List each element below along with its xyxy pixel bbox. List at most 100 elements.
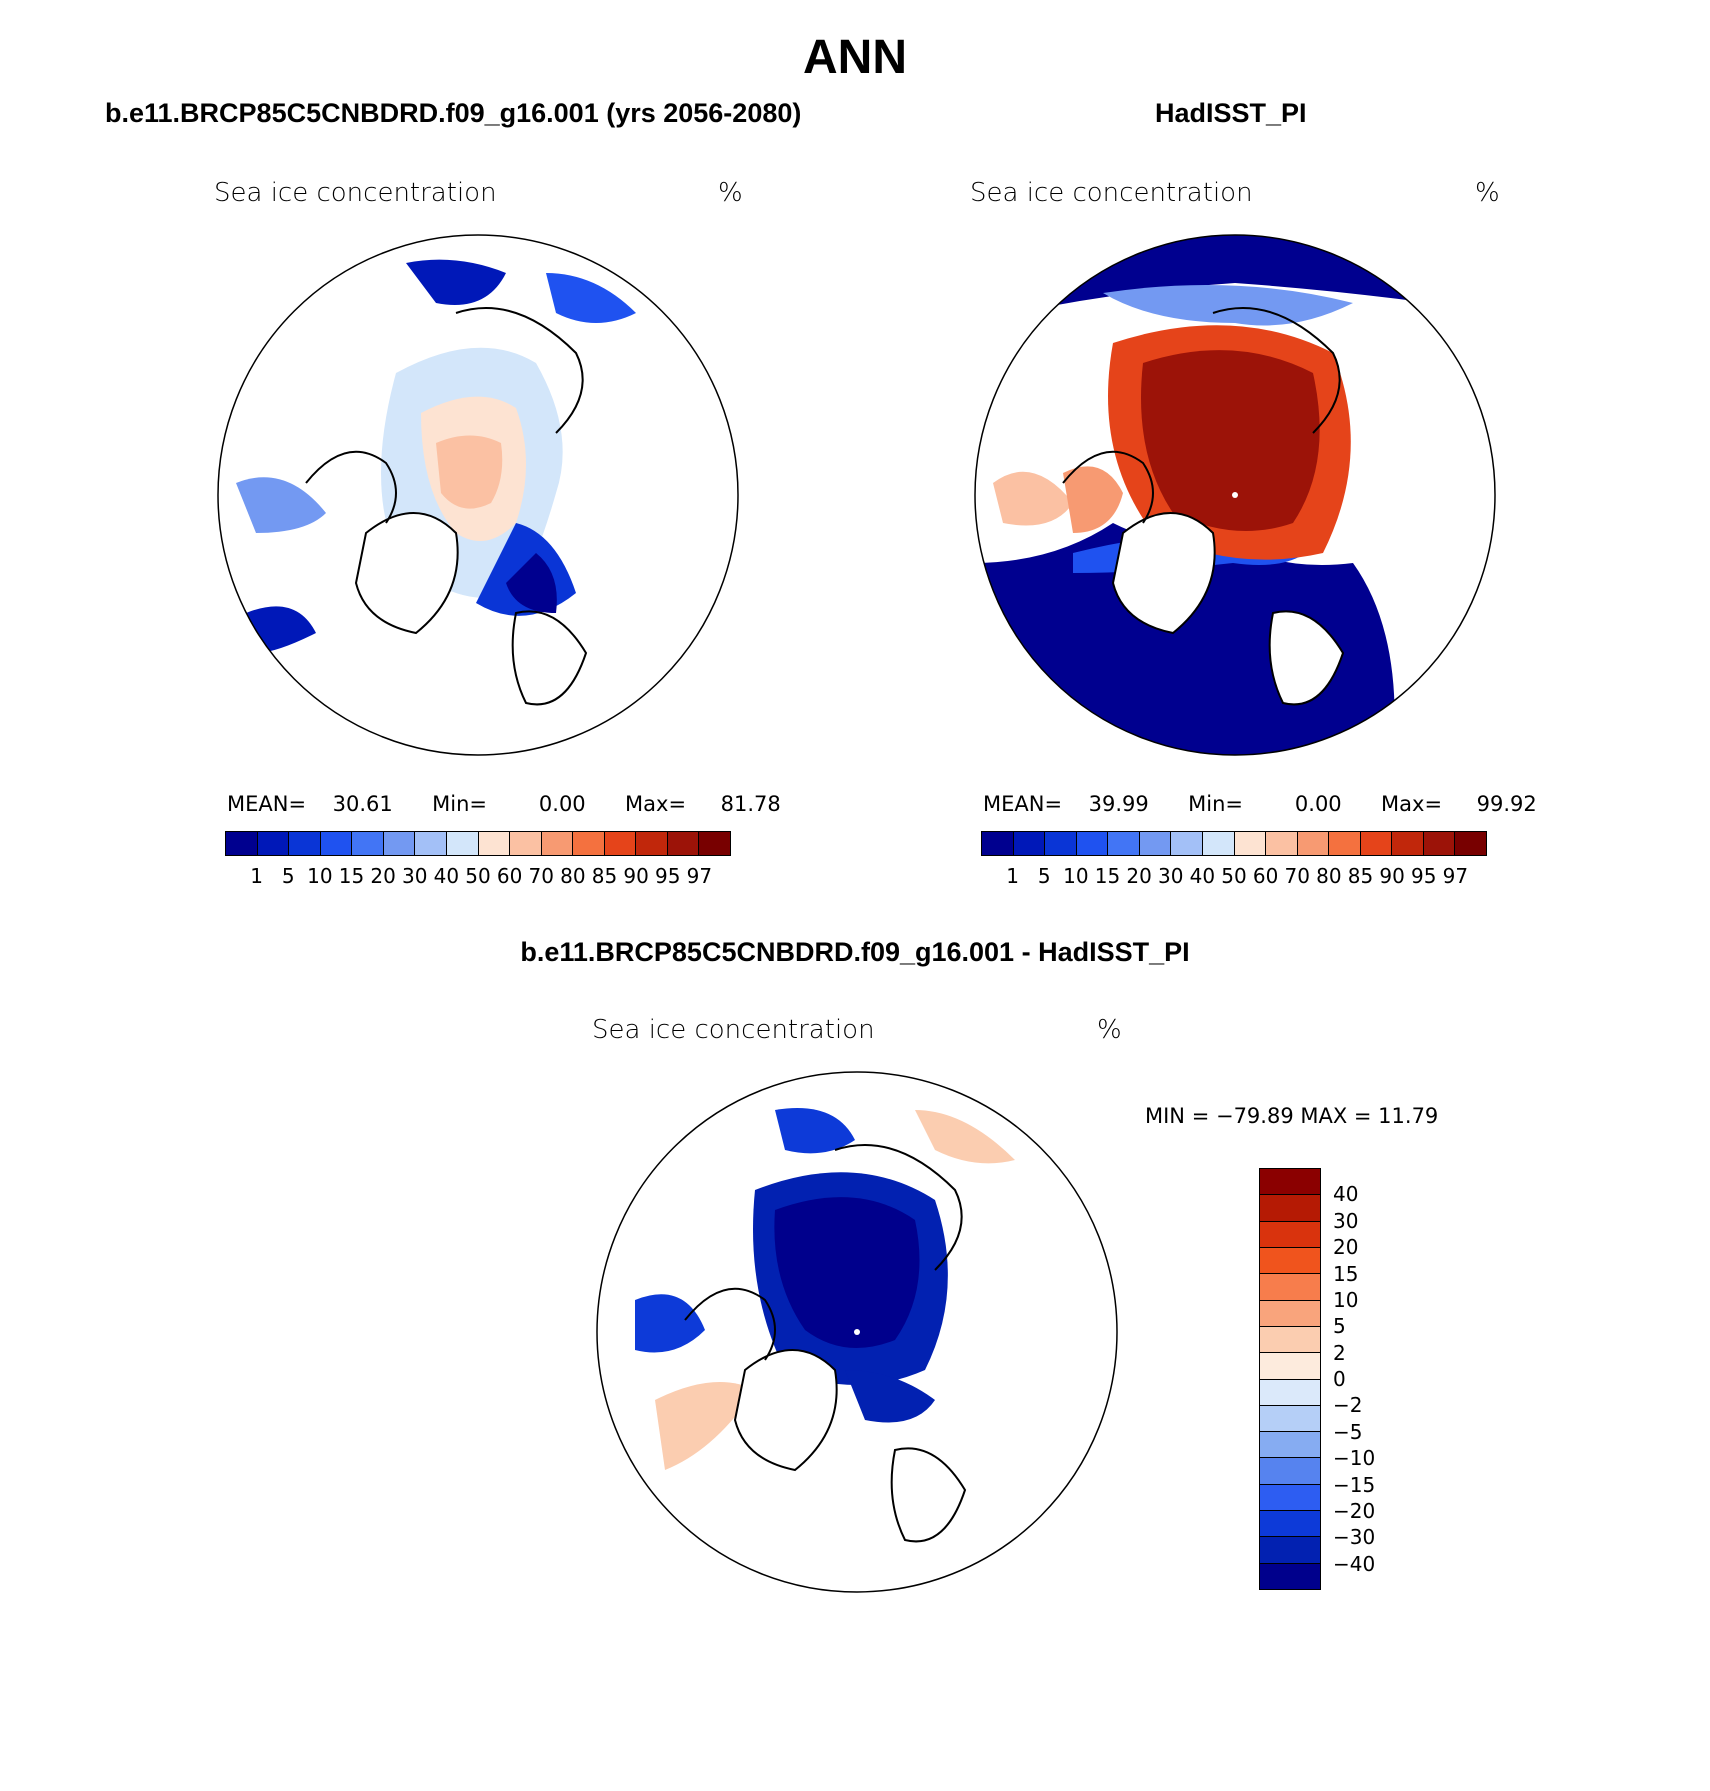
obs-max: 99.92 [1476,792,1537,816]
colorbar-swatch [446,832,479,855]
model-polar-map [217,234,739,756]
colorbar-tick-label: 10 [307,864,333,888]
diff-ice-okhotsk [915,1110,1015,1164]
model-max-label: Max= [625,792,687,816]
colorbar-tick-label: 15 [1333,1261,1359,1286]
colorbar-tick-label: 90 [1379,864,1405,888]
obs-subtitle: HadISST_PI [1155,98,1307,128]
diff-subtitle: b.e11.BRCP85C5CNBDRD.f09_g16.001 - HadIS… [520,937,1190,967]
obs-min: 0.00 [1294,792,1342,816]
diff-coast-canada [684,1287,776,1361]
colorbar-swatch [1013,832,1046,855]
colorbar-tick-label: −2 [1333,1393,1363,1418]
diff-ice-core [774,1197,920,1348]
colorbar-tick-label: 20 [1333,1235,1359,1260]
colorbar-tick-label: −10 [1333,1446,1376,1471]
colorbar-swatch [383,832,416,855]
colorbar-tick-label: 40 [433,864,460,888]
colorbar-swatch [510,832,542,855]
colorbar-swatch [1260,1379,1320,1406]
diff-ice-labrador [655,1382,755,1470]
colorbar-swatch [1260,1195,1320,1222]
obs-colorbar [981,831,1487,856]
colorbar-tick-label: 40 [1189,864,1216,888]
colorbar-swatch [1260,1563,1320,1589]
colorbar-swatch [257,832,290,855]
colorbar-tick-label: −30 [1333,1525,1376,1550]
colorbar-swatch [636,832,668,855]
obs-scandinavia [1268,610,1345,706]
colorbar-tick-label: 15 [1094,864,1121,888]
obs-coast-canada [1062,450,1154,524]
diff-polar-map [596,1071,1118,1593]
colorbar-tick-label: 50 [465,864,491,888]
diff-scandinavia [890,1447,967,1543]
obs-max-label: Max= [1381,792,1443,816]
diff-ice-hudson [635,1294,705,1353]
colorbar-tick-label: 95 [655,864,681,888]
colorbar-tick-label: 60 [1252,864,1279,888]
colorbar-tick-label: 30 [1333,1208,1359,1233]
colorbar-swatch [667,832,700,855]
colorbar-swatch [1329,832,1361,855]
model-ice-baffin [236,477,326,533]
colorbar-tick-label: 20 [1126,864,1152,888]
colorbar-swatch [478,832,511,855]
colorbar-swatch [541,832,574,855]
colorbar-swatch [573,832,605,855]
colorbar-tick-label: −20 [1333,1498,1376,1523]
obs-coast-siberia [1212,307,1341,434]
model-ice-east-edge [506,553,557,613]
model-mean: 30.61 [332,792,393,816]
colorbar-tick-label: 85 [591,864,618,888]
colorbar-swatch [226,832,258,855]
colorbar-swatch [1260,1169,1320,1196]
colorbar-tick-label: 97 [1442,864,1469,888]
colorbar-swatch [604,832,637,855]
colorbar-swatch [1260,1511,1320,1538]
obs-mean-label: MEAN= [983,792,1063,816]
model-stats: MEAN= 30.61 Min= 0.00 Max= 81.78 [227,792,781,816]
colorbar-swatch [1423,832,1456,855]
colorbar-tick-label: 5 [281,864,295,888]
diff-coast-siberia [834,1144,963,1271]
colorbar-swatch [415,832,447,855]
colorbar-swatch [1260,1432,1320,1459]
colorbar-swatch [1266,832,1298,855]
model-min-label: Min= [432,792,487,816]
colorbar-tick-label: 0 [1333,1367,1346,1391]
colorbar-tick-label: 30 [1158,864,1184,888]
model-units-label: % [718,178,743,208]
colorbar-swatch [1260,1484,1320,1512]
diff-ice-east-margin [845,1370,935,1423]
colorbar-swatch [1076,832,1109,855]
colorbar-swatch [352,832,384,855]
colorbar-swatch [1455,832,1486,855]
colorbar-tick-label: 1 [250,864,263,888]
obs-ice-baffin [1063,466,1123,533]
diff-stats: MIN = −79.89 MAX = 11.79 [1145,1104,1439,1128]
colorbar-tick-label: 95 [1411,864,1437,888]
colorbar-swatch [1260,1537,1320,1564]
colorbar-tick-label: −40 [1333,1551,1376,1576]
colorbar-swatch [1392,832,1424,855]
colorbar-tick-label: 10 [1063,864,1089,888]
colorbar-tick-label: 20 [370,864,396,888]
model-min: 0.00 [538,792,586,816]
obs-ice-margin-pacific [1103,285,1353,326]
model-greenland [354,512,459,635]
colorbar-swatch [1108,832,1140,855]
colorbar-tick-label: 2 [1333,1340,1346,1365]
obs-plot-label: Sea ice concentration [970,178,1253,208]
colorbar-tick-label: 40 [1333,1182,1359,1207]
obs-polar-map [974,234,1496,756]
colorbar-swatch [1260,1274,1320,1301]
main-title: ANN [803,31,907,84]
obs-mean: 39.99 [1088,792,1149,816]
colorbar-tick-label: 70 [528,864,554,888]
colorbar-swatch [1260,1247,1320,1275]
colorbar-swatch [1260,1353,1320,1380]
model-max: 81.78 [720,792,781,816]
colorbar-tick-label: 70 [1284,864,1310,888]
colorbar-swatch [1297,832,1330,855]
